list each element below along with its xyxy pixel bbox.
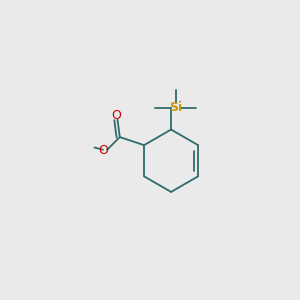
Text: O: O (111, 109, 121, 122)
Text: Si: Si (169, 101, 182, 114)
Text: O: O (98, 144, 108, 158)
